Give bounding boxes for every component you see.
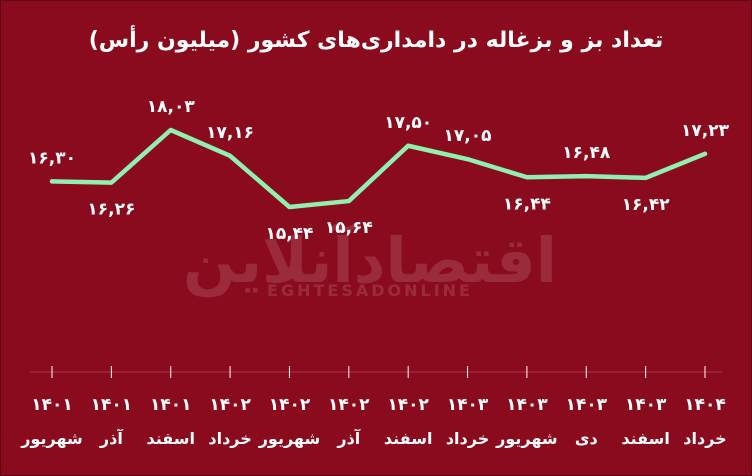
chart-title: تعداد بز و بزغاله در دامداری‌های کشور (م… [88, 28, 664, 53]
data-label: ۱۶,۳۰ [28, 148, 76, 168]
x-tick-label-year: ۱۴۰۱ [91, 395, 133, 415]
x-tick-label-year: ۱۴۰۴ [684, 395, 726, 415]
series-line [49, 127, 708, 210]
data-label: ۱۷,۰۵ [444, 126, 492, 146]
data-label: ۱۶,۴۲ [622, 195, 671, 215]
x-tick-label-month: خرداد [683, 429, 726, 448]
x-tick-label-month: شهریور [20, 429, 83, 448]
x-tick-label-year: ۱۴۰۲ [328, 395, 370, 415]
data-label: ۱۷,۲۳ [681, 121, 730, 141]
data-label: ۱۵,۴۴ [265, 224, 313, 244]
watermark: اقتصادآنلاین EGHTESADONLINE [183, 222, 557, 300]
x-tick-label-month: دی [575, 429, 598, 448]
watermark-subtext: EGHTESADONLINE [267, 281, 473, 300]
x-tick-label-year: ۱۴۰۳ [447, 395, 489, 415]
x-tick-label-year: ۱۴۰۲ [387, 395, 429, 415]
x-tick-label-year: ۱۴۰۳ [566, 395, 608, 415]
x-tick-label-year: ۱۴۰۳ [625, 395, 667, 415]
x-tick-label-year: ۱۴۰۱ [150, 395, 192, 415]
x-tick-label-month: اسفند [384, 429, 433, 448]
x-tick-label-month: شهریور [495, 429, 558, 448]
data-label: ۱۵,۶۴ [325, 218, 373, 238]
data-label: ۱۷,۵۰ [384, 113, 432, 133]
x-tick-label-month: خرداد [208, 429, 251, 448]
x-tick-label-month: آذر [336, 428, 360, 448]
x-tick-label-month: اسفند [146, 429, 195, 448]
x-tick-label-month: خرداد [446, 429, 489, 448]
watermark-logo-text: اقتصادآنلاین [183, 222, 557, 297]
data-label: ۱۷,۱۶ [206, 123, 254, 143]
x-tick-label-month: شهریور [258, 429, 321, 448]
x-tick-label-month: اسفند [621, 429, 670, 448]
data-label: ۱۶,۲۶ [87, 200, 135, 220]
data-label: ۱۶,۴۴ [503, 194, 551, 214]
x-tick-label-year: ۱۴۰۳ [506, 395, 548, 415]
data-label: ۱۶,۴۸ [562, 143, 611, 163]
x-tick-label-year: ۱۴۰۲ [269, 395, 311, 415]
data-label: ۱۸,۰۳ [147, 97, 196, 117]
x-tick-label-year: ۱۴۰۲ [209, 395, 251, 415]
x-tick-label-year: ۱۴۰۱ [31, 395, 73, 415]
x-tick-label-month: آذر [99, 428, 123, 448]
